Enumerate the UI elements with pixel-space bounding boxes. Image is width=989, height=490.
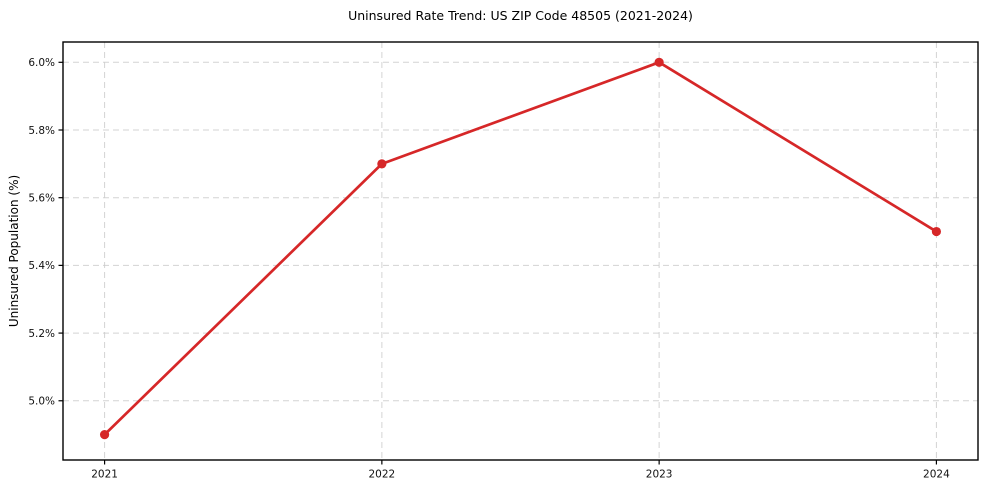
- y-tick-label: 5.8%: [28, 125, 55, 137]
- y-tick-label: 6.0%: [28, 57, 55, 69]
- data-point: [99, 430, 110, 440]
- data-point: [377, 159, 387, 169]
- data-point: [931, 226, 942, 237]
- chart-title: Uninsured Rate Trend: US ZIP Code 48505 …: [348, 8, 693, 23]
- data-point: [654, 57, 664, 67]
- x-tick-label: 2023: [646, 469, 673, 481]
- x-tick-label: 2022: [368, 469, 395, 481]
- trend-line: [103, 60, 938, 436]
- y-tick-label: 5.2%: [28, 328, 55, 340]
- x-tick-label: 2021: [91, 469, 118, 481]
- y-tick-label: 5.4%: [28, 260, 55, 272]
- x-tick-label: 2024: [923, 469, 950, 481]
- y-tick-label: 5.0%: [28, 396, 55, 408]
- plot-border: [62, 41, 979, 461]
- y-tick-label: 5.6%: [28, 192, 55, 204]
